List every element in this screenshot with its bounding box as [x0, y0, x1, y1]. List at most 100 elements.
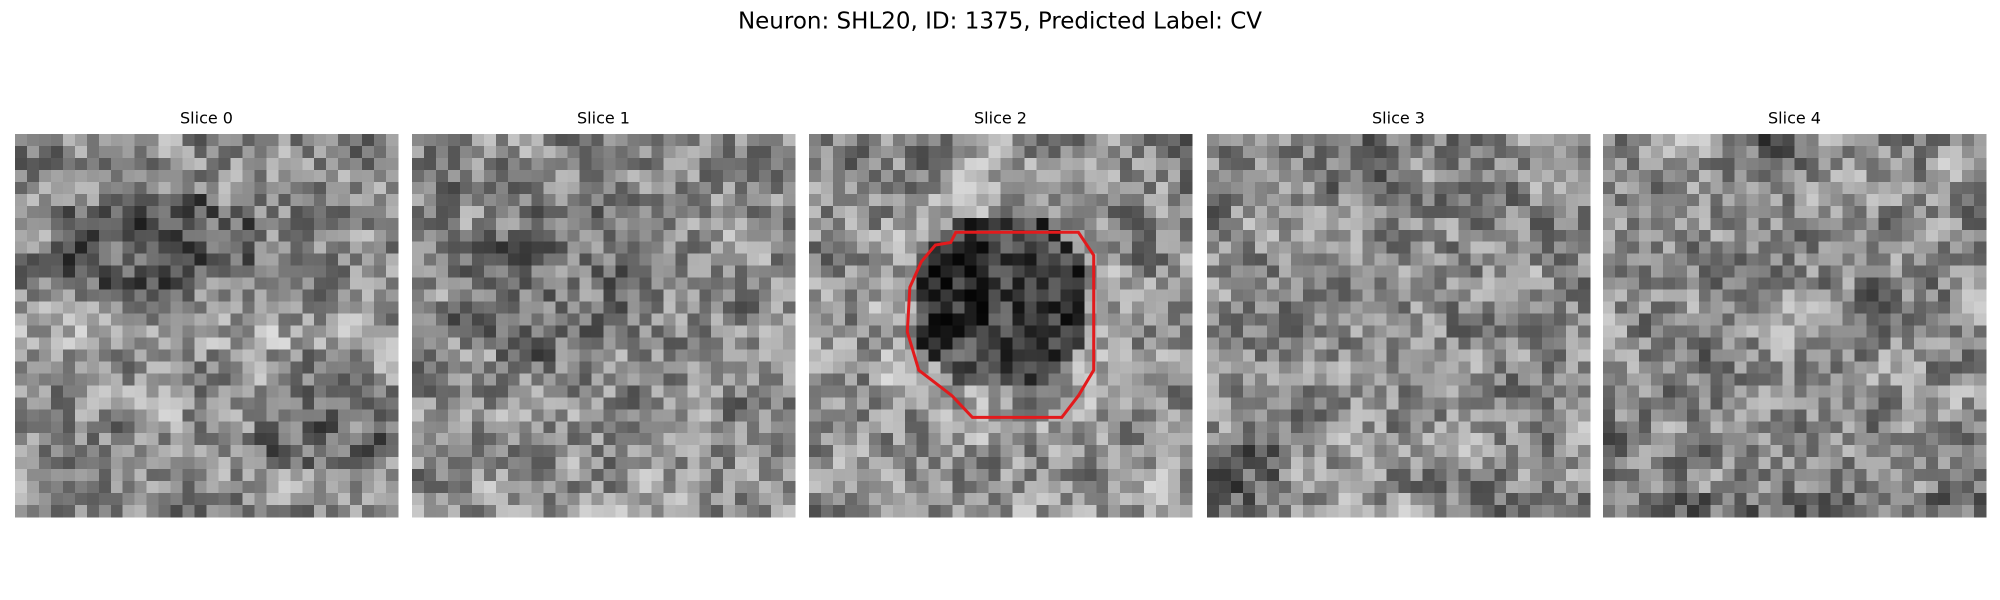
pixel [1770, 134, 1784, 147]
pixel [627, 169, 641, 183]
pixel [386, 493, 399, 506]
pixel [254, 217, 267, 231]
pixel [15, 469, 28, 482]
pixel [1434, 385, 1447, 398]
pixel [543, 373, 557, 386]
pixel [242, 157, 255, 171]
pixel [1386, 253, 1400, 267]
pixel [1422, 373, 1436, 386]
pixel [1686, 229, 1700, 243]
pixel [1746, 313, 1760, 327]
pixel [615, 157, 629, 171]
pixel [735, 505, 748, 518]
pixel [555, 493, 569, 506]
pixel [663, 421, 676, 434]
pixel [1866, 445, 1879, 458]
pixel [146, 265, 160, 279]
pixel [1218, 421, 1232, 434]
pixel [1926, 265, 1939, 279]
pixel [1674, 337, 1688, 351]
pixel [1626, 134, 1640, 147]
pixel [1542, 277, 1555, 291]
pixel [1302, 277, 1316, 291]
pixel [230, 217, 244, 231]
pixel [15, 457, 28, 470]
pixel [1842, 385, 1855, 398]
pixel [1048, 289, 1061, 303]
pixel [302, 493, 315, 506]
pixel [904, 193, 918, 207]
pixel [98, 505, 112, 518]
pixel [218, 229, 232, 243]
pixel [771, 457, 784, 470]
pixel [218, 481, 232, 494]
pixel [591, 469, 605, 482]
pixel [1242, 493, 1256, 506]
pixel [447, 385, 461, 398]
pixel [218, 409, 232, 422]
pixel [759, 205, 772, 219]
pixel [230, 457, 244, 470]
pixel [1854, 241, 1867, 255]
pixel [471, 193, 485, 207]
pixel [170, 193, 184, 207]
pixel [1422, 289, 1436, 303]
pixel [567, 134, 581, 147]
pixel [543, 181, 557, 195]
pixel [1326, 421, 1340, 434]
pixel [290, 493, 303, 506]
pixel [302, 265, 315, 279]
pixel [916, 337, 930, 351]
pixel [1458, 493, 1471, 506]
pixel [1926, 301, 1939, 315]
pixel [531, 205, 545, 219]
pixel [1674, 409, 1688, 422]
pixel [386, 505, 399, 518]
pixel [543, 193, 557, 207]
pixel [627, 229, 641, 243]
pixel [1698, 325, 1712, 339]
pixel [435, 409, 449, 422]
pixel [38, 397, 52, 410]
pixel [1096, 265, 1109, 279]
pixel [1000, 277, 1014, 291]
pixel [832, 169, 846, 183]
pixel [892, 301, 906, 315]
pixel [1422, 313, 1436, 327]
pixel [1024, 505, 1038, 518]
pixel [134, 373, 148, 386]
pixel [663, 457, 676, 470]
pixel [423, 349, 437, 363]
pixel [1518, 457, 1531, 470]
pixel [892, 385, 906, 398]
pixel [206, 349, 220, 363]
pixel [1000, 421, 1014, 434]
pixel [880, 409, 894, 422]
pixel [1650, 205, 1664, 219]
pixel [1662, 145, 1676, 159]
pixel [1362, 169, 1376, 183]
pixel [495, 181, 509, 195]
pixel [976, 445, 990, 458]
pixel [1302, 325, 1316, 339]
pixel [1218, 409, 1232, 422]
pixel [1974, 241, 1987, 255]
pixel [110, 349, 124, 363]
pixel [1626, 373, 1640, 386]
pixel [1674, 385, 1688, 398]
pixel [1854, 361, 1867, 374]
pixel [687, 289, 700, 303]
pixel [1386, 229, 1400, 243]
pixel [1254, 145, 1268, 159]
pixel [278, 469, 291, 482]
pixel [1662, 229, 1676, 243]
pixel [1758, 157, 1772, 171]
pixel [1180, 265, 1193, 279]
pixel [1230, 193, 1244, 207]
pixel [314, 193, 327, 207]
pixel [1242, 409, 1256, 422]
pixel [783, 313, 796, 327]
pixel [1338, 217, 1352, 231]
pixel [809, 409, 822, 422]
pixel [567, 217, 581, 231]
